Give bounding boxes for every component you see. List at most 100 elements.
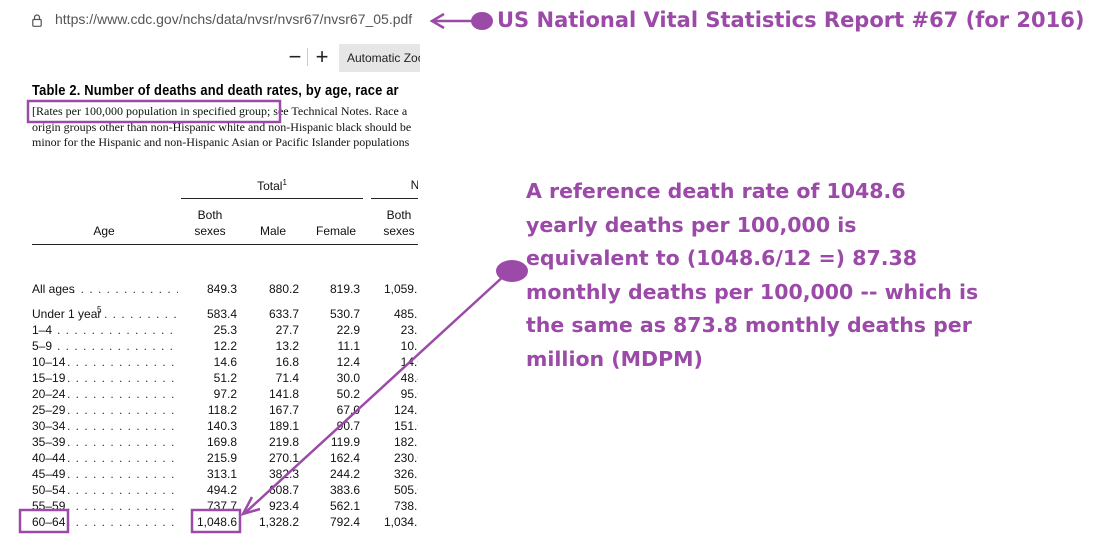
row-male-value: 633.7 <box>268 307 299 321</box>
table-row: 1–4 . . . . . . . . . . . . . . . . . . 25… <box>0 323 418 339</box>
row-leader-dots: . . . . . . . . . . . . . . . . <box>72 282 178 296</box>
row-next-group-value: 14.0 <box>400 355 418 369</box>
annotation-line-5: the same as 873.8 monthly deaths per <box>526 313 972 337</box>
row-male-value: 270.1 <box>268 451 299 465</box>
row-female-value: 67.0 <box>336 403 360 417</box>
row-age-label: 30–34 <box>32 419 66 433</box>
table-row: 15–19. . . . . . . . . . . . . . . . . 51… <box>0 371 418 387</box>
row-female-value: 792.4 <box>329 515 360 529</box>
table-row: 60–64. . . . . . . . . . . . . . . . . 1,… <box>0 515 418 531</box>
row-leader-dots: . . . . . . . . . . . . . . . . . <box>67 387 178 401</box>
annotation-line-6: million (MDPM) <box>526 346 703 371</box>
row-female-value: 383.6 <box>329 483 360 497</box>
row-age-label: 10–14 <box>32 355 66 369</box>
table-row: 5–9 . . . . . . . . . . . . . . . . . . 12… <box>0 339 418 355</box>
toolbar-divider <box>307 48 308 66</box>
table-row: 45–49. . . . . . . . . . . . . . . . . 31… <box>0 467 418 483</box>
row-age-label: Under 1 year <box>32 307 102 321</box>
row-age-label: 5–9 <box>32 339 53 353</box>
zoom-select[interactable]: Automatic Zoom <box>339 44 420 72</box>
row-both-sexes-value: 737.7 <box>206 499 237 513</box>
annotation-line-2: yearly deaths per 100,000 is <box>526 212 857 237</box>
row-age-label: 45–49 <box>32 467 66 481</box>
row-age-label: 20–24 <box>32 387 66 401</box>
header-rule-next <box>371 198 418 199</box>
row-next-group-value: 230.0 <box>393 451 418 465</box>
row-leader-dots: . . . . . . . . . . . . . . . . . <box>67 467 178 481</box>
row-male-value: 141.8 <box>268 387 299 401</box>
address-bar[interactable]: https://www.cdc.gov/nchs/data/nvsr/nvsr6… <box>0 0 430 42</box>
row-both-sexes-value: 494.2 <box>206 483 237 497</box>
row-both-sexes-value: 1,048.6 <box>196 515 237 529</box>
header-next-group: N <box>410 178 418 192</box>
row-both-sexes-value: 51.2 <box>213 371 237 385</box>
row-age-footnote: 5 <box>97 305 102 314</box>
header-both-sexes-2: Both sexes <box>383 208 415 238</box>
row-leader-dots: . . . . . . . . . . . . . . . . . . <box>57 339 178 353</box>
row-next-group-value: 505.0 <box>393 483 418 497</box>
row-next-group-value: 1,059.7 <box>383 282 418 296</box>
row-next-group-value: 48.4 <box>400 371 418 385</box>
row-age-label: 50–54 <box>32 483 66 497</box>
row-male-value: 880.2 <box>268 282 299 296</box>
url-text[interactable]: https://www.cdc.gov/nchs/data/nvsr/nvsr6… <box>55 11 413 27</box>
row-age-label: 15–19 <box>32 371 66 385</box>
row-female-value: 162.4 <box>329 451 360 465</box>
row-both-sexes-value: 25.3 <box>213 323 237 337</box>
row-male-value: 189.1 <box>268 419 299 433</box>
row-female-value: 244.2 <box>329 467 360 481</box>
row-age-label: 60–64 <box>32 515 66 529</box>
row-age-label: 35–39 <box>32 435 66 449</box>
header-age: Age <box>93 224 115 238</box>
row-female-value: 11.1 <box>337 339 360 353</box>
row-age-label: 55–59 <box>32 499 66 513</box>
row-both-sexes-value: 583.4 <box>206 307 237 321</box>
row-next-group-value: 326.1 <box>393 467 418 481</box>
row-male-value: 219.8 <box>268 435 299 449</box>
table-row: 40–44. . . . . . . . . . . . . . . . . 21… <box>0 451 418 467</box>
row-male-value: 1,328.2 <box>258 515 299 529</box>
row-female-value: 530.7 <box>329 307 360 321</box>
row-leader-dots: . . . . . . . . . . . <box>104 307 178 321</box>
row-male-value: 16.8 <box>275 355 299 369</box>
table-row: 35–39. . . . . . . . . . . . . . . . . 16… <box>0 435 418 451</box>
row-leader-dots: . . . . . . . . . . . . . . . . . <box>67 451 178 465</box>
lock-icon <box>32 14 42 27</box>
table-row: 30–34. . . . . . . . . . . . . . . . . 14… <box>0 419 418 435</box>
row-leader-dots: . . . . . . . . . . . . . . . . . <box>67 483 178 497</box>
row-female-value: 562.1 <box>329 499 360 513</box>
row-both-sexes-value: 313.1 <box>206 467 237 481</box>
row-next-group-value: 182.9 <box>393 435 418 449</box>
annotation-line-1: A reference death rate of 1048.6 <box>526 179 906 203</box>
row-both-sexes-value: 12.2 <box>213 339 237 353</box>
table-row: 25–29. . . . . . . . . . . . . . . . . 11… <box>0 403 418 419</box>
row-next-group-value: 1,034.3 <box>383 515 418 529</box>
row-male-value: 923.4 <box>268 499 299 513</box>
zoom-in-button[interactable]: + <box>315 44 329 69</box>
zoom-out-button[interactable]: − <box>288 44 302 69</box>
title-arrow-head <box>429 12 445 30</box>
value-arrow-dot <box>496 260 528 282</box>
table-note-line-3: minor for the Hispanic and non-Hispanic … <box>32 135 410 149</box>
row-leader-dots: . . . . . . . . . . . . . . . . . <box>67 355 178 369</box>
header-bottom-rule <box>32 244 418 245</box>
row-age-label: 25–29 <box>32 403 66 417</box>
row-leader-dots: . . . . . . . . . . . . . . . . . <box>67 435 178 449</box>
table-row: 20–24. . . . . . . . . . . . . . . . . 97… <box>0 387 418 403</box>
pdf-page[interactable]: Table 2. Number of deaths and death rate… <box>0 74 418 550</box>
table-row: 10–14. . . . . . . . . . . . . . . . . 14… <box>0 355 418 371</box>
row-leader-dots: . . . . . . . . . . . . . . . . . <box>67 371 178 385</box>
row-leader-dots: . . . . . . . . . . . . . . . . . . <box>57 323 178 337</box>
row-age-label: All ages <box>32 282 75 296</box>
row-leader-dots: . . . . . . . . . . . . . . . . . <box>67 419 178 433</box>
table-note-line-1: [Rates per 100,000 population in specifi… <box>32 104 408 118</box>
table-title: Table 2. Number of deaths and death rate… <box>32 82 399 99</box>
row-next-group-value: 95.0 <box>400 387 418 401</box>
row-next-group-value: 23.9 <box>400 323 418 337</box>
row-both-sexes-value: 97.2 <box>213 387 237 401</box>
header-both-sexes-1: Both sexes <box>194 208 226 238</box>
title-arrow-dot <box>471 12 493 30</box>
row-leader-dots: . . . . . . . . . . . . . . . . . <box>67 499 178 513</box>
annotation-line-4: monthly deaths per 100,000 -- which is <box>526 279 979 304</box>
